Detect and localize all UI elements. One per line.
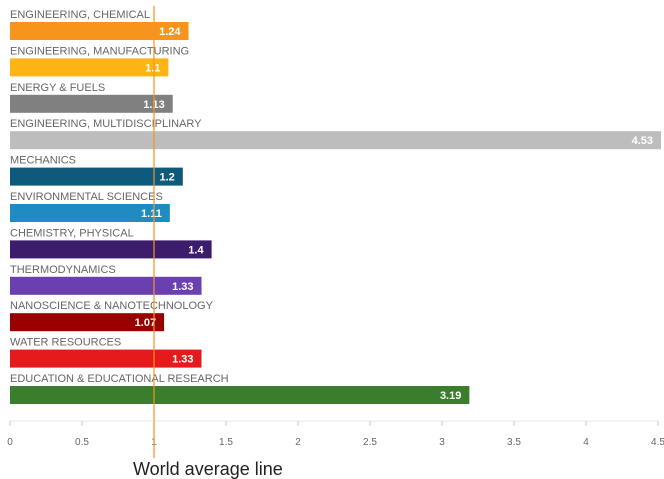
category-label: THERMODYNAMICS <box>10 264 116 276</box>
category-label: WATER RESOURCES <box>10 337 121 349</box>
x-tick-label: 2.5 <box>363 437 377 448</box>
bar-value-label: 4.53 <box>632 135 653 147</box>
category-label: ENGINEERING, MULTIDISCIPLINARY <box>10 118 202 130</box>
bar-value-label: 1.11 <box>141 208 162 220</box>
x-tick-label: 1.5 <box>219 437 233 448</box>
category-label: NANOSCIENCE & NANOTECHNOLOGY <box>10 300 214 312</box>
bar[interactable] <box>10 22 189 40</box>
x-axis: 00.511.522.533.544.5 <box>7 420 664 448</box>
x-tick-label: 0 <box>7 437 13 448</box>
bars-group: ENGINEERING, CHEMICAL 1.24 ENGINEERING, MA… <box>10 9 661 404</box>
bar[interactable] <box>10 58 169 77</box>
bar-value-label: 3.19 <box>440 390 461 402</box>
x-tick-label: 2 <box>295 437 301 448</box>
bar-value-label: 1.33 <box>172 354 193 366</box>
category-label: ENGINEERING, MANUFACTURING <box>10 45 189 57</box>
bar[interactable] <box>10 131 661 150</box>
x-tick-label: 3 <box>439 437 445 448</box>
category-label: EDUCATION & EDUCATIONAL RESEARCH <box>10 373 229 385</box>
bar-value-label: 1.24 <box>159 26 181 38</box>
x-tick-label: 4.5 <box>651 437 664 448</box>
bar-value-label: 1.33 <box>172 281 193 293</box>
category-label: ENVIRONMENTAL SCIENCES <box>10 191 163 203</box>
category-label: CHEMISTRY, PHYSICAL <box>10 227 134 239</box>
reference-line-label: World average line <box>133 459 283 479</box>
category-label: MECHANICS <box>10 155 76 167</box>
bar-value-label: 1.4 <box>188 244 204 256</box>
category-label: ENERGY & FUELS <box>10 82 105 94</box>
bar[interactable] <box>10 94 173 113</box>
bar[interactable] <box>10 167 183 186</box>
bar-value-label: 1.07 <box>135 317 156 329</box>
bar[interactable] <box>10 386 470 404</box>
category-label: ENGINEERING, CHEMICAL <box>10 9 150 21</box>
bar[interactable] <box>10 313 165 332</box>
x-tick-label: 0.5 <box>75 437 89 448</box>
bar[interactable] <box>10 240 212 259</box>
bar-value-label: 1.1 <box>145 62 160 74</box>
bar[interactable] <box>10 204 170 222</box>
x-tick-label: 4 <box>583 437 589 448</box>
bar-value-label: 1.2 <box>160 172 175 184</box>
x-tick-label: 3.5 <box>507 437 521 448</box>
